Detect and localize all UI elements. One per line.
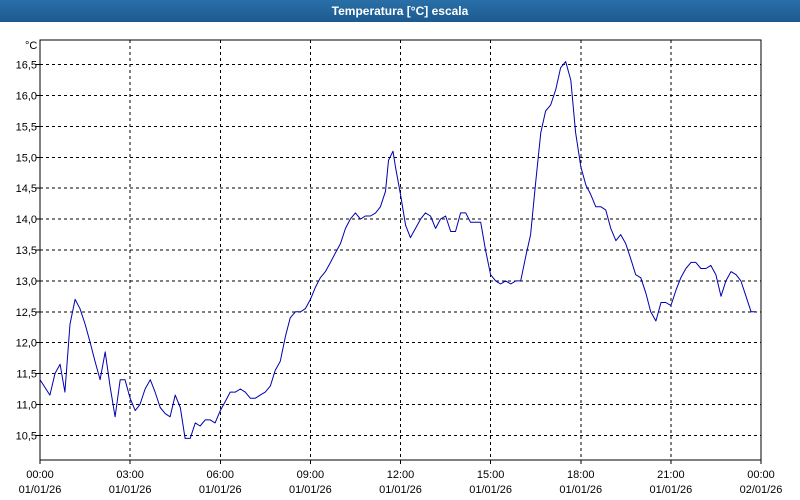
x-tick-date-label: 01/01/26 [469,484,512,496]
x-tick-date-label: 01/01/26 [649,484,692,496]
x-tick-date-label: 01/01/26 [379,484,422,496]
y-axis-unit-label: °C [25,40,37,52]
y-tick-label: 15,5 [16,121,37,133]
axes [36,39,762,464]
x-tick-time-label: 12:00 [387,469,415,481]
x-tick-time-label: 15:00 [477,469,505,481]
y-tick-label: 12,5 [16,307,37,319]
x-tick-time-label: 00:00 [26,469,54,481]
y-tick-label: 13,0 [16,276,37,288]
temperature-series-line [39,61,756,439]
x-tick-date-label: 02/01/26 [740,484,783,496]
x-tick-time-label: 18:00 [567,469,595,481]
y-tick-label: 16,0 [16,91,37,103]
x-tick-date-label: 01/01/26 [559,484,602,496]
series-layer [39,61,756,439]
chart-title: Temperatura [°C] escala [0,0,800,22]
x-tick-date-label: 01/01/26 [199,484,242,496]
y-tick-label: 14,0 [16,214,37,226]
y-tick-label: 13,5 [16,245,37,257]
y-tick-label: 12,0 [16,338,37,350]
grid-lines [40,40,761,460]
y-tick-label: 14,5 [16,183,37,195]
x-tick-time-label: 00:00 [747,469,775,481]
y-tick-label: 11,5 [16,369,37,381]
x-tick-date-label: 01/01/26 [109,484,152,496]
x-tick-date-label: 01/01/26 [289,484,332,496]
x-tick-time-label: 06:00 [206,469,234,481]
x-tick-time-label: 09:00 [297,469,325,481]
plot-frame [39,39,762,461]
temperature-chart: 10,5 11,0 11,5 12,0 12,5 13,0 13,5 14,0 14,5 15,0… [16,39,783,496]
y-tick-label: 16,5 [16,60,37,72]
x-tick-date-label: 01/01/26 [19,484,62,496]
y-tick-label: 11,0 [16,399,37,411]
tick-labels: 10,5 11,0 11,5 12,0 12,5 13,0 13,5 14,0 14,5 15,0… [16,40,783,496]
y-tick-label: 15,0 [16,152,37,164]
y-tick-label: 10,5 [16,430,37,442]
x-tick-time-label: 21:00 [657,469,685,481]
x-tick-time-label: 03:00 [116,469,144,481]
